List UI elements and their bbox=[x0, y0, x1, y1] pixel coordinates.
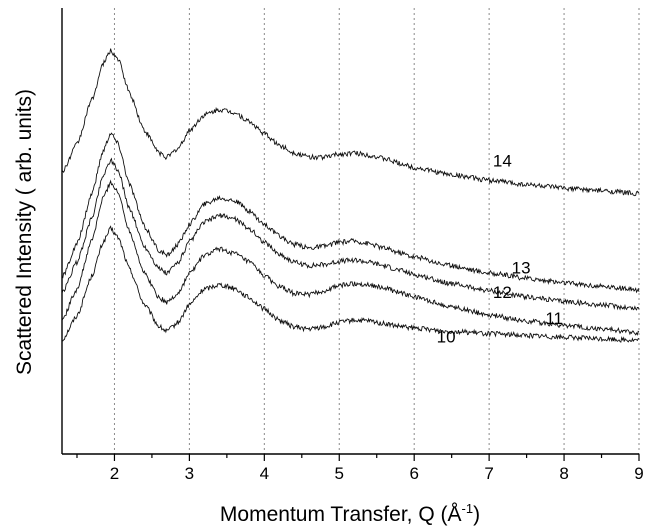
y-axis-title: Scattered Intensity ( arb. units) bbox=[13, 89, 36, 375]
axis-layer bbox=[61, 8, 639, 455]
x-tick-label-7: 7 bbox=[484, 464, 493, 483]
x-axis-title-close: ) bbox=[473, 503, 480, 526]
x-tick-label-4: 4 bbox=[260, 464, 269, 483]
series-line-10 bbox=[61, 225, 640, 343]
series-label-11: 11 bbox=[545, 309, 563, 328]
series-label-13: 13 bbox=[512, 258, 531, 277]
x-tick-label-5: 5 bbox=[335, 464, 344, 483]
series-label-12: 12 bbox=[493, 283, 512, 302]
grid-layer bbox=[113, 8, 640, 454]
x-tick-label-8: 8 bbox=[559, 464, 568, 483]
x-tick-label-6: 6 bbox=[409, 464, 418, 483]
series-line-13 bbox=[61, 132, 640, 294]
x-axis-title-main: Momentum Transfer, Q (Å bbox=[220, 503, 462, 526]
x-tick-label-3: 3 bbox=[185, 464, 194, 483]
x-axis-title: Momentum Transfer, Q (Å-1) bbox=[220, 501, 480, 526]
series-layer bbox=[61, 48, 640, 343]
series-line-11 bbox=[61, 179, 640, 336]
series-line-12 bbox=[61, 157, 640, 311]
series-label-14: 14 bbox=[493, 151, 512, 170]
x-tick-label-9: 9 bbox=[634, 464, 643, 483]
series-line-14 bbox=[61, 48, 640, 197]
tick-layer: 2 3 4 5 6 7 8 9 bbox=[76, 454, 644, 483]
series-label-10: 10 bbox=[437, 328, 456, 347]
x-tick-label-2: 2 bbox=[110, 464, 119, 483]
x-axis-title-superscript: -1 bbox=[462, 501, 474, 516]
